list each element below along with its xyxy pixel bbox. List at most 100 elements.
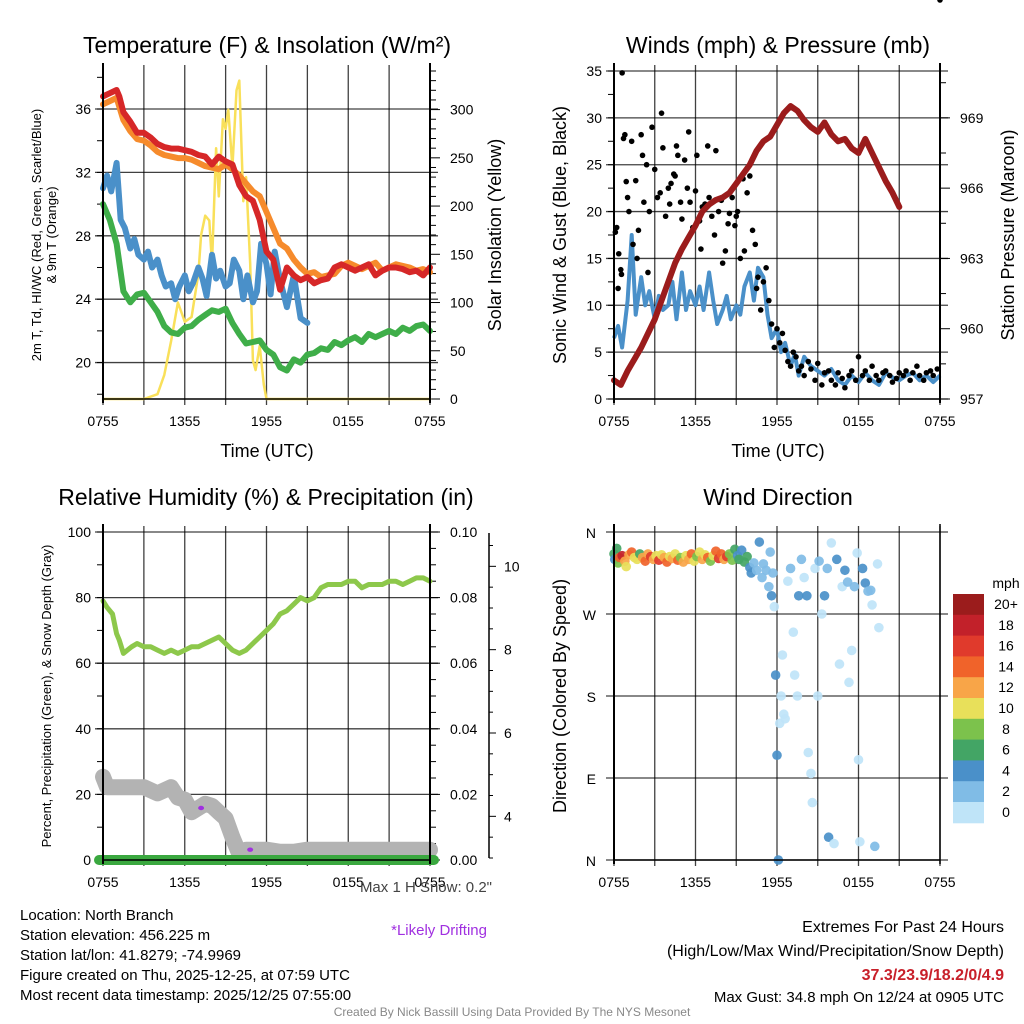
direction-point	[814, 556, 824, 566]
humidity-ylabel: Percent, Precipitation (Green), & Snow D…	[39, 545, 54, 848]
gust-point	[779, 330, 786, 337]
legend-label: 18	[998, 617, 1014, 633]
y-tick-label: 32	[75, 164, 91, 180]
gust-point	[869, 363, 875, 370]
y-tick-label: 28	[75, 228, 91, 244]
gust-point	[741, 248, 748, 254]
created-text: Figure created on Thu, 2025-12-25, at 07…	[20, 967, 350, 984]
direction-point	[754, 537, 765, 547]
gust-point	[852, 377, 859, 384]
gust-point	[733, 213, 740, 220]
gust-point	[934, 366, 941, 372]
gust-point	[679, 216, 685, 222]
gust-point	[725, 220, 731, 227]
gust-point	[776, 339, 783, 346]
y-tick-label: 5	[594, 344, 602, 360]
direction-point	[870, 841, 880, 852]
gust-point	[882, 368, 889, 374]
legend-swatch	[953, 698, 984, 720]
series-dewpoint	[100, 201, 433, 374]
x-tick-label: 1955	[251, 413, 282, 429]
y2-tick-label: 960	[960, 321, 984, 337]
gust-point	[774, 325, 780, 332]
direction-point	[803, 747, 814, 758]
x-tick-label: 0155	[843, 413, 874, 429]
direction-point	[817, 609, 827, 619]
extremes-subtitle: (High/Low/Max Wind/Precipitation/Snow De…	[666, 943, 1004, 960]
y2-tick-label: 300	[450, 102, 474, 118]
gust-point	[798, 363, 805, 370]
direction-point	[842, 577, 853, 587]
wind-direction-panel: Wind Direction Direction (Colored By Spe…	[550, 484, 1020, 890]
y-tick-label: 35	[586, 63, 602, 79]
gust-point	[795, 368, 802, 374]
direction-point	[865, 585, 876, 596]
y2-tick-label: 250	[450, 150, 474, 166]
gust-point	[687, 199, 693, 205]
direction-point	[860, 578, 871, 588]
gust-point	[757, 307, 764, 313]
y2-tick-label: 957	[960, 391, 984, 407]
gust-point	[859, 372, 866, 379]
gust-point	[937, 0, 943, 3]
y2-tick-label: 0.08	[450, 590, 477, 606]
gust-point	[790, 349, 797, 355]
direction-tick-label: N	[586, 525, 596, 541]
direction-point	[785, 563, 796, 574]
drift-marker	[198, 805, 205, 811]
gust-point	[619, 70, 625, 76]
direction-point	[829, 838, 839, 849]
temperature-ylabel-line2: & 9m T (Orange)	[44, 186, 59, 283]
gust-point	[684, 185, 691, 191]
y2-tick-label: 0.10	[450, 524, 477, 540]
y2-tick-label: 966	[960, 180, 984, 196]
direction-point	[831, 554, 842, 565]
gust-point	[711, 232, 718, 238]
snow-tick-label: 10	[504, 558, 520, 574]
direction-point	[757, 572, 767, 583]
y-tick-label: 24	[75, 291, 91, 307]
location-text: Location: North Branch	[20, 907, 174, 924]
gust-point	[634, 255, 640, 262]
temperature-title: Temperature (F) & Insolation (W/m²)	[83, 32, 451, 58]
gust-point	[617, 266, 624, 273]
gust-point	[713, 147, 719, 154]
direction-point	[874, 622, 884, 633]
gust-point	[692, 188, 699, 194]
direction-point	[780, 713, 790, 724]
gust-point	[842, 384, 848, 391]
legend-swatch	[953, 739, 984, 761]
gust-point	[672, 173, 678, 179]
direction-point	[776, 691, 786, 701]
gust-point	[641, 199, 647, 205]
gust-point	[639, 152, 646, 159]
elevation-text: Station elevation: 456.225 m	[20, 927, 211, 944]
wind-title: Winds (mph) & Pressure (mb)	[626, 32, 930, 58]
direction-point	[844, 677, 854, 688]
legend-swatch	[953, 677, 984, 699]
direction-point	[807, 797, 818, 808]
temperature-xlabel: Time (UTC)	[220, 441, 313, 461]
y2-tick-label: 0.04	[450, 721, 477, 737]
legend-swatch	[953, 635, 984, 657]
wind-xlabel: Time (UTC)	[731, 441, 824, 461]
gust-point	[729, 194, 735, 201]
humidity-title: Relative Humidity (%) & Precipitation (i…	[58, 484, 473, 510]
series-2m-temperature	[100, 87, 433, 293]
gust-point	[793, 354, 799, 360]
max-gust-text: Max Gust: 34.8 mph On 12/24 at 0905 UTC	[713, 989, 1004, 1006]
gust-point	[801, 372, 807, 379]
gust-point	[835, 369, 841, 376]
direction-point	[857, 563, 868, 574]
direction-point	[806, 768, 816, 779]
direction-point	[867, 600, 877, 610]
y2-tick-label: 200	[450, 198, 474, 214]
direction-tick-label: N	[586, 853, 596, 869]
y-tick-label: 15	[586, 250, 602, 266]
direction-point	[826, 538, 837, 548]
legend-label: 12	[998, 679, 1014, 695]
x-tick-label: 1955	[761, 874, 792, 890]
legend-label: 4	[1002, 762, 1010, 778]
drift-note-text: *Likely Drifting	[391, 922, 487, 939]
